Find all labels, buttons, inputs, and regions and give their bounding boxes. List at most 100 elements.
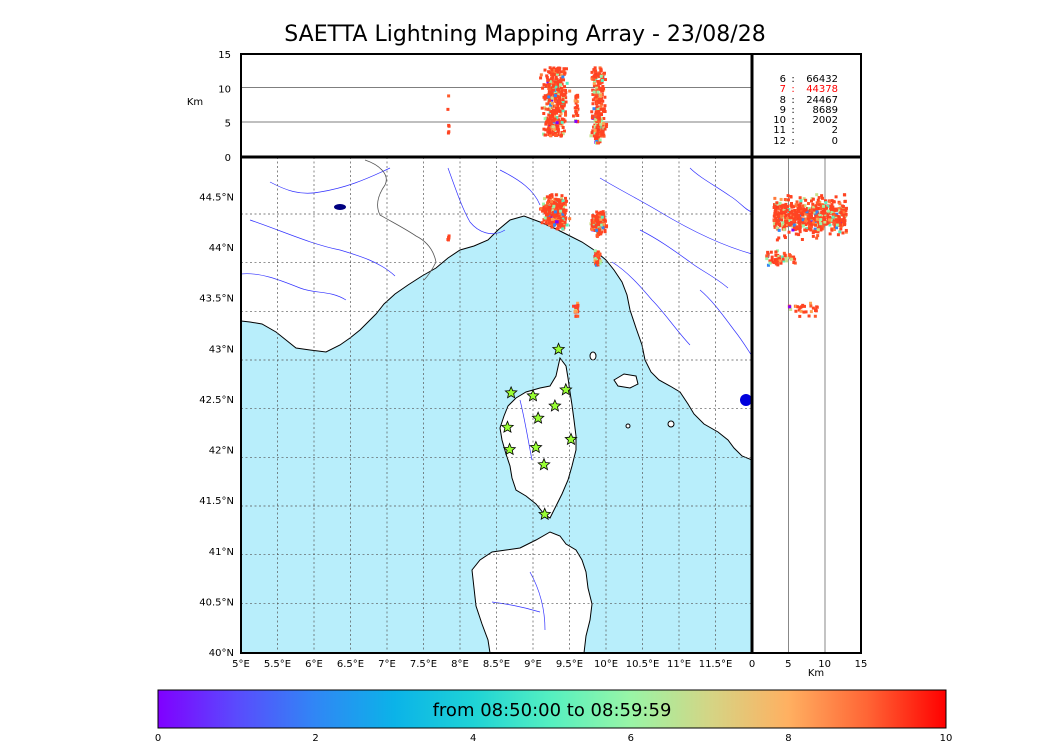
elba-island: [613, 373, 639, 389]
lightning-source-alt-lat: [809, 208, 813, 212]
lightning-source: [595, 219, 599, 223]
lightning-source-alt-lon: [590, 131, 594, 135]
lightning-source: [590, 218, 594, 222]
lightning-source-alt-lat: [775, 238, 779, 242]
borders: [364, 159, 437, 281]
lightning-source-alt-lon: [596, 99, 600, 103]
lightning-source-alt-lon: [555, 127, 559, 131]
lightning-source-alt-lon: [558, 114, 562, 118]
lightning-source-alt-lat: [787, 212, 791, 216]
lightning-source-alt-lat: [782, 259, 786, 263]
lightning-source-alt-lon: [556, 87, 560, 91]
lightning-source-alt-lon: [564, 91, 568, 95]
lightning-source-alt-lat: [798, 226, 802, 230]
lightning-source-alt-lat: [806, 216, 810, 220]
lightning-source-alt-lon: [601, 133, 605, 137]
lightning-source-alt-lat: [826, 216, 830, 220]
frames: [240, 53, 862, 654]
lightning-source-alt-lat: [765, 257, 769, 261]
lightning-source-alt-lat: [803, 204, 807, 208]
lightning-source-alt-lat: [832, 221, 836, 225]
lightning-source-alt-lon: [549, 110, 553, 114]
lightning-source-alt-lon: [545, 116, 549, 120]
lightning-source: [599, 217, 603, 221]
lightning-source-alt-lat: [819, 218, 823, 222]
lightning-source-alt-lat: [790, 204, 794, 208]
lightning-source-alt-lat: [787, 230, 791, 234]
lon-tick-label: 5.5°E: [264, 659, 291, 670]
lightning-source-alt-lon: [544, 107, 548, 111]
lightning-source-alt-lat: [797, 308, 801, 312]
lightning-source-alt-lat: [843, 219, 847, 223]
lightning-source-alt-lon: [561, 75, 565, 79]
lightning-source: [559, 209, 563, 213]
lightning-source-alt-lat: [838, 206, 842, 210]
lightning-source: [555, 211, 559, 215]
lightning-source-alt-lat: [801, 218, 805, 222]
separator: :: [791, 74, 795, 85]
lightning-source-alt-lon: [600, 119, 604, 123]
lightning-source-alt-lon: [552, 115, 556, 119]
lightning-source: [564, 199, 568, 203]
lightning-source: [594, 223, 598, 227]
lightning-source-alt-lat: [823, 217, 827, 221]
lightning-source: [563, 211, 567, 215]
lightning-source: [557, 223, 561, 227]
lightning-source-alt-lon: [560, 133, 564, 137]
lat-tick-label: 43.5°N: [199, 294, 234, 305]
lightning-source-alt-lat: [802, 304, 806, 308]
lightning-source-alt-lon: [597, 122, 601, 126]
lat-tick-label: 44.5°N: [199, 192, 234, 203]
lightning-source-alt-lon: [542, 95, 546, 99]
lightning-source-alt-lat: [811, 306, 815, 310]
lightning-source-alt-lat: [775, 257, 779, 261]
lightning-source-alt-lon: [548, 131, 552, 135]
lightning-source-alt-lat: [822, 215, 826, 219]
lightning-source-alt-lat: [830, 228, 834, 232]
lightning-source-alt-lat: [837, 221, 841, 225]
lightning-source-alt-lat: [770, 255, 774, 259]
lightning-source-alt-lat: [795, 225, 799, 229]
lightning-source-alt-lat: [798, 222, 802, 226]
lightning-source-alt-lon: [551, 129, 555, 133]
lightning-source: [542, 218, 546, 222]
lightning-source-alt-lon: [552, 73, 556, 77]
lightning-source-alt-lat: [805, 227, 809, 231]
lightning-source-alt-lon: [542, 112, 546, 116]
lightning-source-alt-lon: [562, 67, 566, 71]
lightning-source-alt-lat: [821, 224, 825, 228]
lightning-source-alt-lat: [829, 204, 833, 208]
lightning-source-alt-lon: [600, 107, 604, 111]
lightning-source-alt-lat: [797, 203, 801, 207]
lat-tick-label: 43°N: [209, 344, 234, 355]
lightning-source-alt-lat: [813, 207, 817, 211]
lightning-source-alt-lat: [812, 211, 816, 215]
lightning-source-alt-lat: [832, 213, 836, 217]
lon-tick-label: 8°E: [451, 659, 469, 670]
lightning-source-alt-lat: [828, 211, 832, 215]
lightning-source-alt-lat: [785, 222, 789, 226]
lightning-source-alt-lon: [592, 125, 596, 129]
lightning-source-alt-lon: [542, 127, 546, 131]
lightning-source-alt-lon: [575, 120, 579, 124]
lightning-source: [574, 307, 578, 311]
lightning-source-alt-lon: [594, 75, 598, 79]
lightning-source-alt-lon: [591, 98, 595, 102]
lightning-source-alt-lon: [600, 99, 604, 103]
lightning-source-alt-lat: [809, 199, 813, 203]
lightning-source-alt-lon: [595, 136, 599, 140]
lightning-source: [546, 201, 550, 205]
lightning-source-alt-lon: [597, 120, 601, 124]
lightning-source-alt-lat: [844, 228, 848, 232]
lightning-source-alt-lat: [778, 259, 782, 263]
side-lightning-points: [765, 193, 848, 318]
lightning-source-alt-lon: [549, 103, 553, 107]
lightning-source-alt-lat: [792, 215, 796, 219]
lightning-source-alt-lat: [816, 221, 820, 225]
lightning-source-alt-lon: [573, 99, 577, 103]
lightning-source-alt-lat: [786, 194, 790, 198]
lightning-source-alt-lon: [543, 133, 547, 137]
lightning-source-alt-lon: [559, 79, 563, 83]
lightning-source-alt-lat: [810, 211, 814, 215]
lightning-source: [560, 223, 564, 227]
